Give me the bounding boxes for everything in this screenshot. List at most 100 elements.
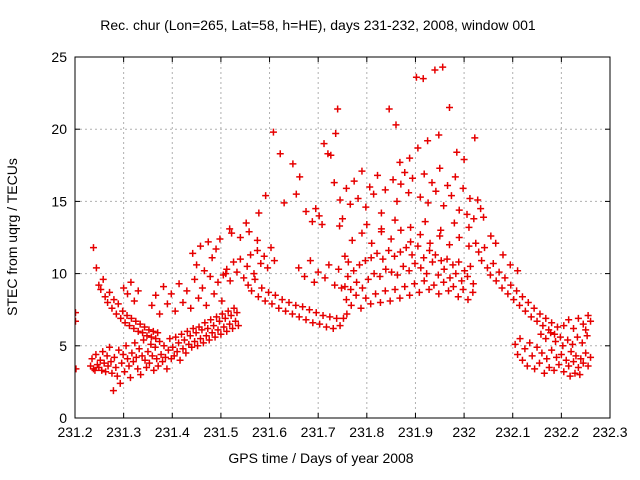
data-point xyxy=(191,275,199,283)
data-point xyxy=(269,128,277,136)
data-point xyxy=(443,255,451,263)
data-point xyxy=(539,322,547,330)
data-point xyxy=(112,310,120,318)
data-point xyxy=(139,329,147,337)
data-point xyxy=(449,283,457,291)
data-point xyxy=(120,284,128,292)
data-point xyxy=(410,280,418,288)
data-point xyxy=(230,258,238,266)
data-point xyxy=(262,192,270,200)
data-point xyxy=(255,209,263,217)
data-point xyxy=(428,179,436,187)
data-point xyxy=(134,365,142,373)
data-point xyxy=(538,349,546,357)
data-point xyxy=(276,150,284,158)
data-point xyxy=(96,356,104,364)
data-point xyxy=(577,355,585,363)
data-point xyxy=(420,277,428,285)
data-point xyxy=(339,215,346,223)
data-point xyxy=(511,340,519,348)
data-point xyxy=(141,323,149,331)
data-point xyxy=(407,223,415,231)
data-point xyxy=(125,362,133,370)
data-point xyxy=(285,298,293,306)
data-point xyxy=(271,291,279,299)
data-point xyxy=(528,352,536,360)
data-point xyxy=(140,336,148,344)
data-point xyxy=(179,298,187,306)
data-point xyxy=(350,177,358,185)
data-point xyxy=(547,329,555,337)
data-point xyxy=(265,288,273,296)
data-point xyxy=(358,229,366,237)
data-point xyxy=(129,358,137,366)
data-point xyxy=(218,297,226,305)
data-point xyxy=(382,265,390,273)
data-point xyxy=(578,339,586,347)
data-point xyxy=(389,176,397,184)
data-point xyxy=(325,261,333,269)
data-point xyxy=(218,310,226,318)
data-point xyxy=(460,156,468,164)
data-point xyxy=(306,257,314,265)
data-point xyxy=(346,200,354,208)
y-tick-label: 20 xyxy=(51,121,67,137)
data-point xyxy=(164,346,172,354)
data-point xyxy=(466,262,474,270)
data-point xyxy=(489,259,497,267)
data-point xyxy=(559,342,567,350)
data-point xyxy=(242,219,250,227)
data-point xyxy=(199,339,207,347)
data-point xyxy=(219,271,227,279)
data-point xyxy=(516,335,524,343)
data-point xyxy=(565,316,573,324)
data-point xyxy=(440,265,448,273)
data-point xyxy=(518,293,526,301)
data-point xyxy=(99,348,107,356)
data-point xyxy=(391,216,399,224)
data-point xyxy=(571,369,579,377)
data-point xyxy=(557,350,565,358)
data-point xyxy=(334,105,342,113)
data-point xyxy=(420,170,428,178)
data-point xyxy=(362,294,370,302)
tick-labels: 231.2 231.3 231.4 231.5 231.6 231.7 231.8 231.9… xyxy=(51,49,627,440)
data-point xyxy=(364,275,372,283)
data-point xyxy=(233,268,241,276)
data-point xyxy=(202,332,210,340)
data-point xyxy=(452,270,460,278)
data-point xyxy=(381,186,389,194)
data-point xyxy=(437,226,445,234)
data-point xyxy=(173,348,181,356)
data-point xyxy=(289,160,297,168)
data-point xyxy=(469,288,477,296)
data-point xyxy=(226,320,234,328)
data-point xyxy=(316,320,324,328)
data-point xyxy=(388,268,396,276)
y-tick-label: 25 xyxy=(51,49,67,65)
grid-lines xyxy=(75,57,610,418)
data-point xyxy=(372,290,380,298)
data-point xyxy=(91,366,99,374)
data-point xyxy=(292,301,300,309)
data-point xyxy=(564,336,572,344)
data-point xyxy=(226,225,234,233)
data-point xyxy=(223,327,231,335)
data-point xyxy=(202,301,210,309)
data-point xyxy=(501,274,509,282)
data-point xyxy=(336,196,344,204)
data-point xyxy=(108,304,116,312)
data-point xyxy=(145,326,153,334)
data-point xyxy=(461,267,469,275)
data-point xyxy=(430,281,438,289)
data-point xyxy=(341,283,349,291)
data-point xyxy=(569,340,577,348)
data-point xyxy=(175,339,183,347)
data-point xyxy=(280,199,288,207)
data-point xyxy=(492,239,500,247)
data-point xyxy=(200,267,208,275)
data-point xyxy=(432,187,440,195)
data-point xyxy=(312,205,320,213)
data-point xyxy=(98,366,106,374)
data-point xyxy=(399,262,407,270)
